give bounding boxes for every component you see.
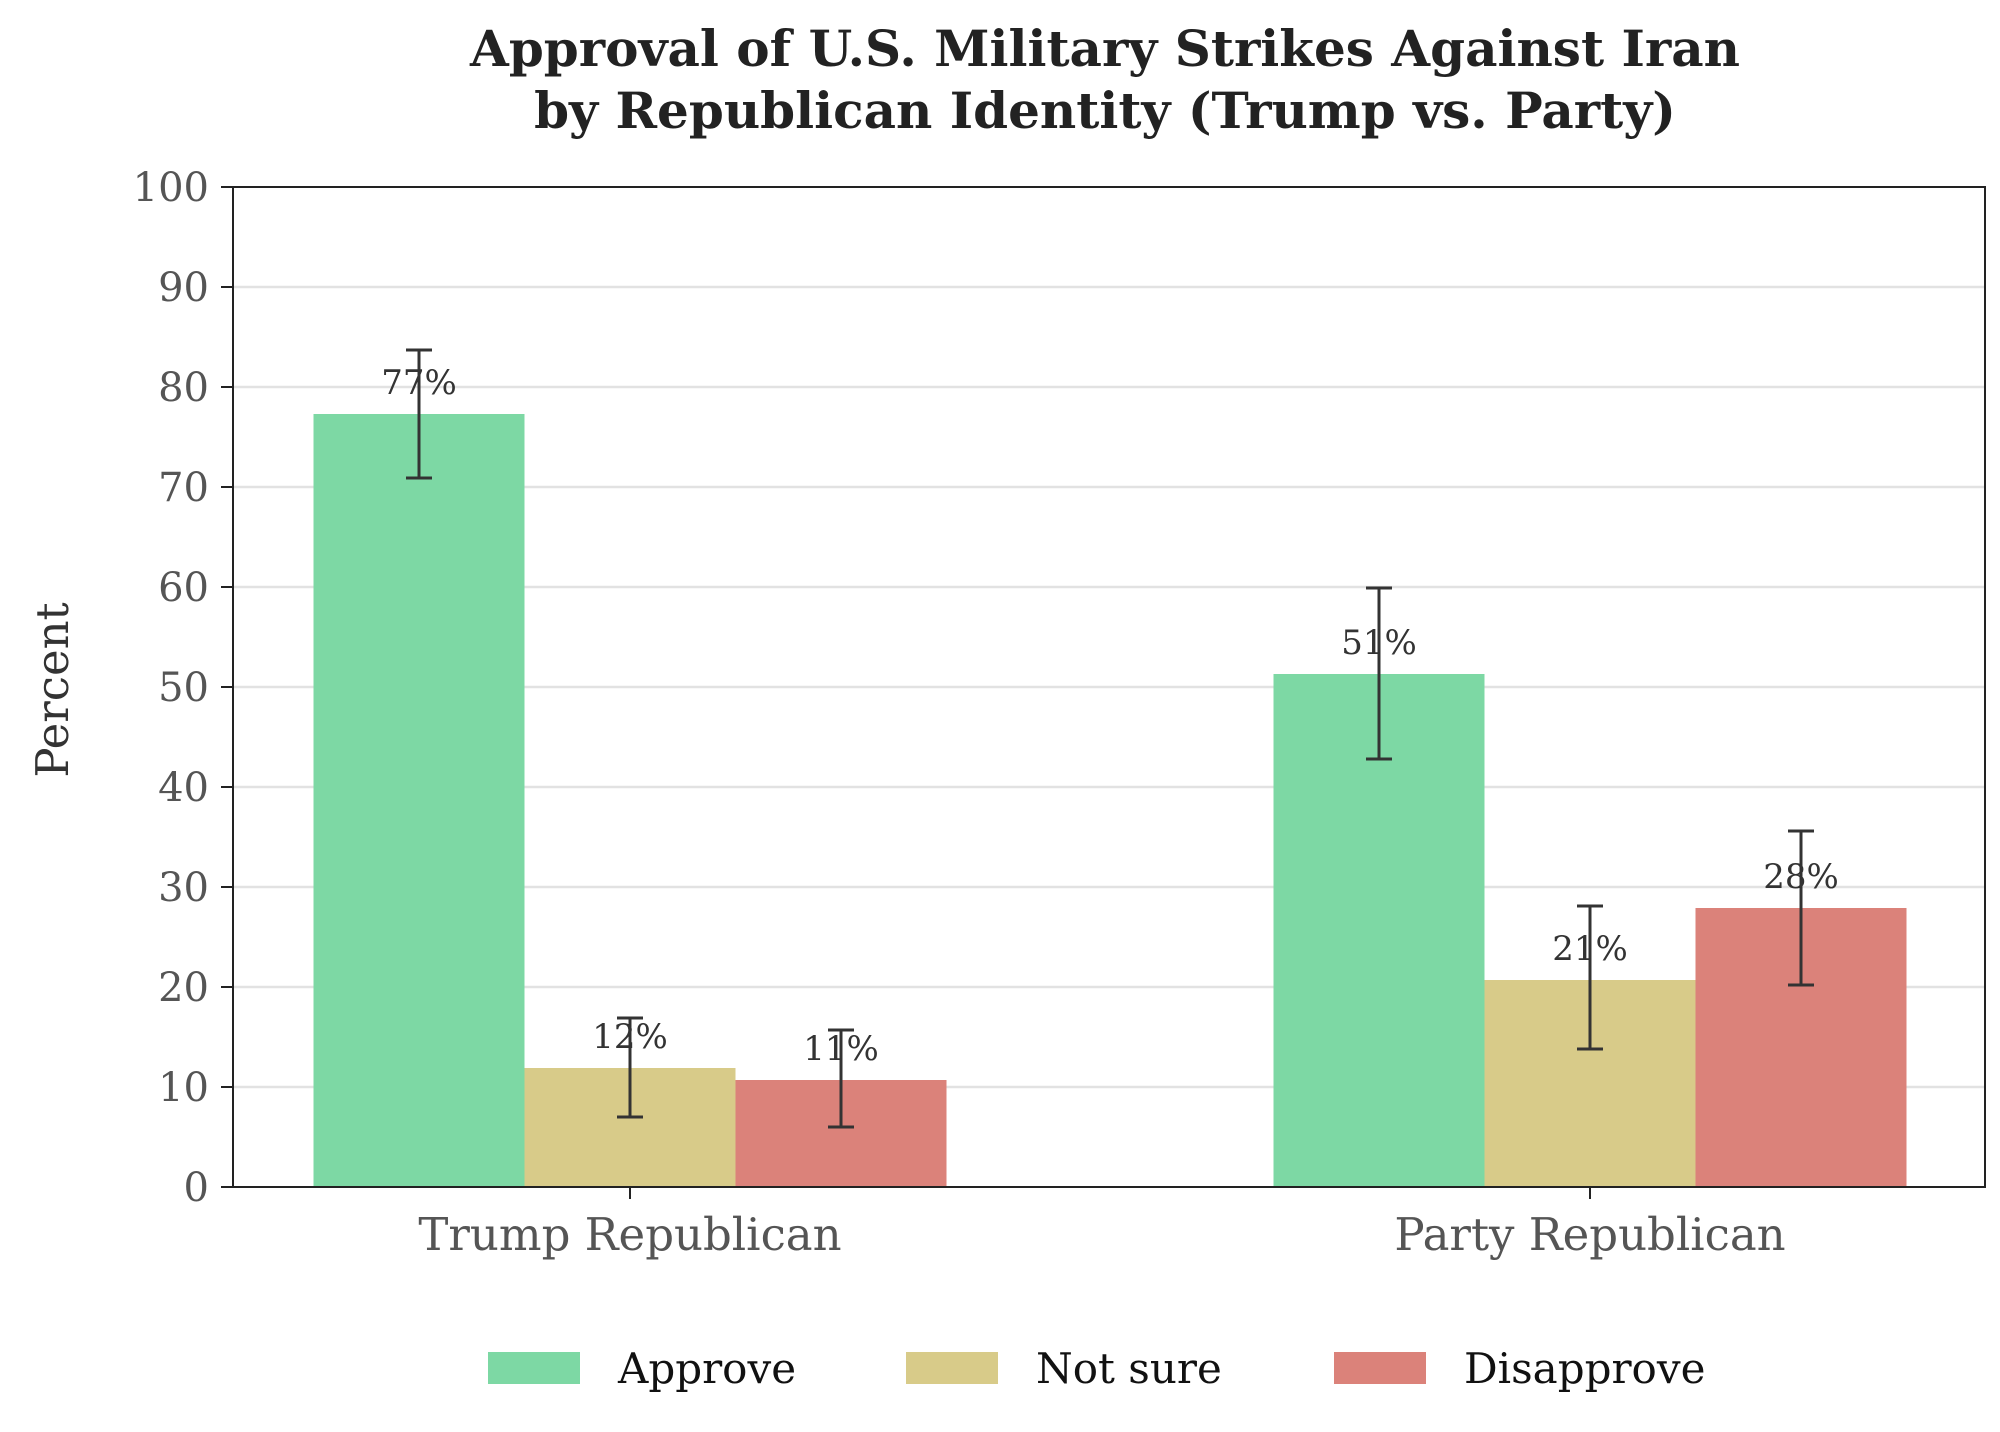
chart-title: Approval of U.S. Military Strikes Agains… bbox=[469, 19, 1740, 78]
legend-label: Not sure bbox=[1036, 1344, 1222, 1393]
y-tick-label: 50 bbox=[158, 665, 209, 711]
data-labels: 77% 12% 11% 51% 21% 28% bbox=[381, 363, 1839, 1069]
x-tick-label: Party Republican bbox=[1394, 1208, 1785, 1261]
chart-subtitle: by Republican Identity (Trump vs. Party) bbox=[534, 81, 1676, 140]
data-label: 21% bbox=[1552, 929, 1628, 969]
legend-item-disapprove: Disapprove bbox=[1334, 1344, 1705, 1393]
y-tick-label: 70 bbox=[158, 465, 209, 511]
y-tick-label: 0 bbox=[184, 1165, 209, 1211]
y-axis: 0 10 20 30 40 50 60 70 80 90 100 bbox=[133, 165, 233, 1211]
y-tick-label: 100 bbox=[133, 165, 209, 211]
bar-approve bbox=[313, 414, 525, 1187]
y-tick-label: 30 bbox=[158, 865, 209, 911]
gridlines bbox=[233, 285, 1985, 1089]
x-tick-label: Trump Republican bbox=[418, 1208, 841, 1261]
legend-swatch bbox=[1334, 1352, 1426, 1384]
error-bar bbox=[1366, 586, 1392, 761]
y-tick-label: 90 bbox=[158, 265, 209, 311]
error-bar bbox=[406, 348, 432, 480]
legend-item-approve: Approve bbox=[488, 1344, 796, 1393]
bars bbox=[313, 414, 1907, 1187]
y-tick-label: 40 bbox=[158, 765, 209, 811]
data-label: 77% bbox=[381, 363, 457, 403]
legend-label: Disapprove bbox=[1464, 1344, 1705, 1393]
y-tick-label: 80 bbox=[158, 365, 209, 411]
data-label: 11% bbox=[803, 1029, 879, 1069]
legend-label: Approve bbox=[617, 1344, 796, 1393]
error-bar bbox=[1577, 904, 1603, 1051]
legend-item-not-sure: Not sure bbox=[906, 1344, 1222, 1393]
data-label: 28% bbox=[1763, 857, 1839, 897]
y-tick-label: 10 bbox=[158, 1065, 209, 1111]
y-tick-label: 60 bbox=[158, 565, 209, 611]
y-axis-label: Percent bbox=[26, 602, 79, 777]
error-bar bbox=[1788, 829, 1814, 987]
legend: Approve Not sure Disapprove bbox=[488, 1344, 1705, 1393]
error-bars bbox=[406, 348, 1814, 1129]
data-label: 51% bbox=[1341, 623, 1417, 663]
x-axis: Trump Republican Party Republican bbox=[418, 1187, 1786, 1261]
legend-swatch bbox=[488, 1352, 580, 1384]
error-bar bbox=[828, 1028, 854, 1129]
legend-swatch bbox=[906, 1352, 998, 1384]
data-label: 12% bbox=[592, 1017, 668, 1057]
error-bar bbox=[617, 1016, 643, 1119]
y-tick-label: 20 bbox=[158, 965, 209, 1011]
